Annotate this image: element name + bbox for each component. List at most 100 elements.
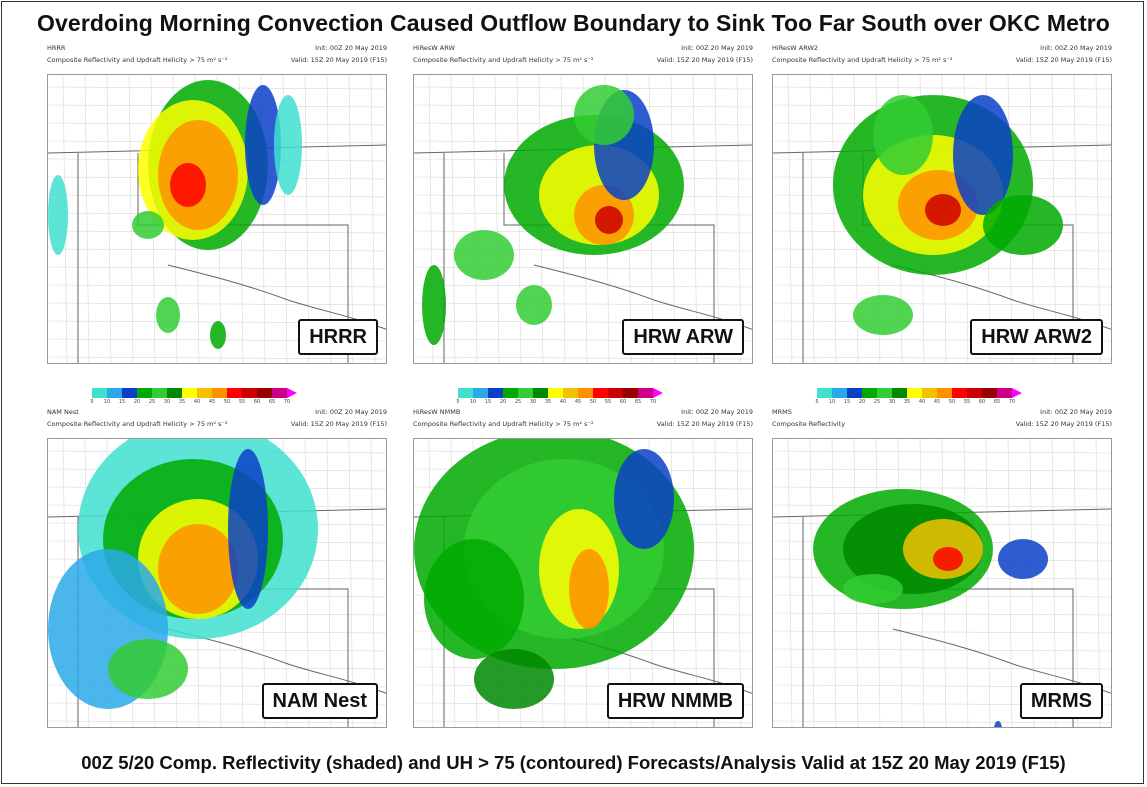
- colorbar-tick: 5: [456, 399, 460, 405]
- figure-caption: 00Z 5/20 Comp. Reflectivity (shaded) and…: [81, 752, 1066, 773]
- panel-subtitle: Composite Reflectivity and Updraft Helic…: [47, 420, 228, 428]
- county-line: [714, 439, 720, 727]
- county-line: [84, 75, 90, 363]
- model-panel: HiResW NMMB Init: 00Z 20 May 2019 Compos…: [413, 408, 753, 738]
- colorbar-segment: [272, 388, 287, 398]
- panel-model-name: HiResW ARW2: [772, 44, 819, 52]
- county-line: [773, 450, 1111, 454]
- reflectivity-echo: [48, 175, 68, 255]
- colorbar-segment: [563, 388, 578, 398]
- county-line: [736, 439, 742, 727]
- colorbar-tick: 30: [529, 399, 537, 405]
- panel-valid-time: Valid: 15Z 20 May 2019 (F15): [656, 56, 753, 64]
- panel-valid-time: Valid: 15Z 20 May 2019 (F15): [290, 420, 387, 428]
- county-line: [414, 720, 752, 724]
- county-line: [472, 75, 478, 363]
- colorbar-tick: 35: [544, 399, 552, 405]
- county-line: [773, 648, 1111, 652]
- reflectivity-echo: [156, 297, 180, 333]
- county-line: [1007, 439, 1013, 727]
- model-label: HRW ARW: [622, 319, 744, 355]
- colorbar-segment: [548, 388, 563, 398]
- county-line: [48, 356, 386, 360]
- colorbar-segment: [638, 388, 653, 398]
- colorbar-segment: [832, 388, 847, 398]
- reflectivity-echo: [245, 85, 281, 205]
- reflectivity-echo: [873, 95, 933, 175]
- reflectivity-echo: [170, 163, 206, 207]
- map-graphic: [48, 439, 386, 727]
- map-graphic: [414, 75, 752, 363]
- county-line: [370, 75, 376, 363]
- panel-init-time: Init: 00Z 20 May 2019: [315, 408, 387, 416]
- panel-header-row1: HiResW ARW2 Init: 00Z 20 May 2019: [772, 44, 1112, 53]
- reflectivity-echo: [843, 574, 903, 604]
- colorbar-segment: [503, 388, 518, 398]
- reflectivity-map: HRRR: [47, 74, 387, 364]
- state-border: [892, 628, 1111, 694]
- colorbar-segment: [907, 388, 922, 398]
- colorbar-segment: [578, 388, 593, 398]
- colorbar-segment: [152, 388, 167, 398]
- county-line: [670, 75, 676, 363]
- colorbar-segment: [847, 388, 862, 398]
- county-line: [348, 75, 354, 363]
- panel-header-row1: HiResW NMMB Init: 00Z 20 May 2019: [413, 408, 753, 417]
- county-line: [414, 302, 752, 306]
- panel-model-name: NAM Nest: [47, 408, 79, 416]
- colorbar-tick: 30: [888, 399, 896, 405]
- colorbar-tick: 10: [828, 399, 836, 405]
- panel-init-time: Init: 00Z 20 May 2019: [681, 44, 753, 52]
- model-panel: HRRR Init: 00Z 20 May 2019 Composite Ref…: [47, 44, 387, 374]
- panel-init-time: Init: 00Z 20 May 2019: [681, 408, 753, 416]
- county-line: [714, 75, 720, 363]
- county-line: [494, 75, 500, 363]
- county-line: [48, 284, 386, 288]
- reflectivity-echo: [595, 206, 623, 234]
- county-line: [326, 75, 332, 363]
- panel-subtitle: Composite Reflectivity and Updraft Helic…: [413, 56, 594, 64]
- colorbar-tick: 45: [208, 399, 216, 405]
- colorbar-segment: [107, 388, 122, 398]
- map-graphic: [414, 439, 752, 727]
- colorbar-tick: 10: [103, 399, 111, 405]
- county-line: [326, 439, 332, 727]
- colorbar-segment: [257, 388, 272, 398]
- colorbar-tick: 15: [484, 399, 492, 405]
- panel-model-name: MRMS: [772, 408, 792, 416]
- county-line: [692, 439, 698, 727]
- panel-header-row1: MRMS Init: 00Z 20 May 2019: [772, 408, 1112, 417]
- colorbar-tick: 25: [873, 399, 881, 405]
- colorbar-tick: 70: [283, 399, 291, 405]
- colorbar-tick: 5: [90, 399, 94, 405]
- panel-valid-time: Valid: 15Z 20 May 2019 (F15): [656, 420, 753, 428]
- county-line: [1073, 75, 1079, 363]
- reflectivity-echo: [274, 95, 302, 195]
- county-line: [414, 86, 752, 90]
- colorbar-segment: [212, 388, 227, 398]
- panel-header-row2: Composite Reflectivity Valid: 15Z 20 May…: [772, 420, 1112, 429]
- state-border: [167, 264, 386, 330]
- panel-valid-time: Valid: 15Z 20 May 2019 (F15): [1015, 420, 1112, 428]
- colorbar-segment: [473, 388, 488, 398]
- colorbar-tick: 70: [1008, 399, 1016, 405]
- county-line: [106, 75, 112, 363]
- colorbar-segment: [242, 388, 257, 398]
- figure-title: Overdoing Morning Convection Caused Outf…: [37, 10, 1110, 36]
- colorbar-segment: [458, 388, 473, 398]
- panel-header-row1: HRRR Init: 00Z 20 May 2019: [47, 44, 387, 53]
- model-label: NAM Nest: [261, 683, 378, 719]
- reflectivity-echo: [454, 230, 514, 280]
- panel-init-time: Init: 00Z 20 May 2019: [315, 44, 387, 52]
- colorbar-segment: [862, 388, 877, 398]
- colorbar-segment: [92, 388, 107, 398]
- reflectivity-echo: [994, 721, 1002, 727]
- panel-header-row1: NAM Nest Init: 00Z 20 May 2019: [47, 408, 387, 417]
- county-line: [414, 356, 752, 360]
- county-line: [809, 75, 815, 363]
- colorbar-tick: 65: [268, 399, 276, 405]
- colorbar-segment: [122, 388, 137, 398]
- county-line: [48, 248, 386, 252]
- panel-valid-time: Valid: 15Z 20 May 2019 (F15): [290, 56, 387, 64]
- colorbar-segment: [197, 388, 212, 398]
